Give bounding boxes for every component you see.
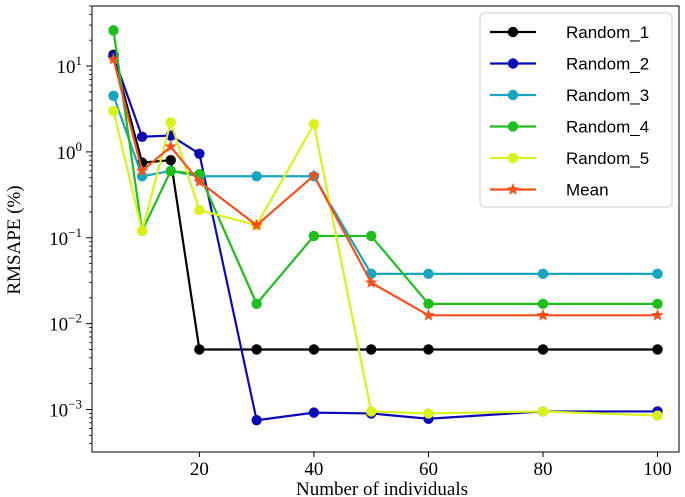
legend-label: Mean <box>566 181 609 200</box>
data-point <box>251 298 262 310</box>
data-point <box>308 119 320 130</box>
y-tick-label: 100 <box>57 139 83 164</box>
data-point <box>135 164 149 177</box>
legend-marker <box>507 89 519 101</box>
legend-item: Random_1 <box>490 23 649 42</box>
data-point <box>307 169 321 181</box>
data-point <box>251 344 262 355</box>
series-random-1 <box>108 49 663 355</box>
data-point <box>251 171 262 182</box>
x-tick-label: 40 <box>304 459 323 480</box>
data-point <box>422 308 435 321</box>
legend-label: Random_3 <box>566 86 649 105</box>
data-point <box>164 140 177 152</box>
data-point <box>308 407 320 418</box>
legend-box <box>479 12 673 208</box>
data-point <box>136 225 148 237</box>
data-point <box>194 148 205 160</box>
legend-item: Mean <box>490 181 609 200</box>
data-point <box>537 344 549 355</box>
legend-label: Random_4 <box>566 118 649 137</box>
x-tick-label: 100 <box>643 459 672 480</box>
data-point <box>652 344 663 355</box>
series-line <box>112 30 658 305</box>
y-tick-label: 101 <box>57 53 83 78</box>
legend-marker <box>507 121 519 132</box>
data-point <box>365 230 377 242</box>
series-line <box>112 58 658 317</box>
legend-marker <box>506 183 520 195</box>
axes-frame <box>91 5 680 453</box>
x-axis-title: Number of individuals <box>296 479 468 497</box>
data-point <box>537 406 549 417</box>
data-point <box>108 25 119 36</box>
data-point <box>365 406 377 417</box>
data-point <box>652 410 663 421</box>
data-point <box>194 204 205 216</box>
legend: Random_1 Random_2 Random_3 Random_4 Random_5… <box>479 12 673 208</box>
plot-area <box>107 25 664 426</box>
data-point <box>136 131 148 142</box>
legend-item: Random_4 <box>490 118 649 137</box>
legend-item: Random_5 <box>490 149 649 168</box>
data-point <box>308 230 320 242</box>
series-mean <box>107 52 664 321</box>
data-point <box>537 268 549 280</box>
legend-item: Random_2 <box>490 55 649 74</box>
data-point <box>165 117 176 128</box>
series-line <box>112 110 658 417</box>
x-tick-label: 80 <box>533 459 552 480</box>
y-tick-label: 10−1 <box>49 225 82 250</box>
legend-marker <box>507 152 519 164</box>
data-point <box>423 344 434 355</box>
data-point <box>107 52 120 65</box>
legend-label: Random_2 <box>566 55 649 74</box>
legend-marker <box>507 58 519 69</box>
data-point <box>194 344 205 355</box>
series-line <box>112 54 658 351</box>
data-point <box>651 308 664 321</box>
y-axis-title: RMSAPE (%) <box>4 185 25 294</box>
data-point <box>365 276 378 288</box>
data-point <box>652 298 663 310</box>
data-point <box>165 165 176 177</box>
x-tick-label: 20 <box>190 459 209 480</box>
data-point <box>365 344 377 355</box>
data-point <box>108 105 119 117</box>
data-point <box>193 175 206 187</box>
data-point <box>423 298 434 310</box>
data-point <box>423 408 434 419</box>
data-point <box>652 268 663 280</box>
data-point <box>251 415 262 426</box>
legend-item: Random_3 <box>490 86 649 105</box>
data-point <box>423 268 434 280</box>
y-tick-label: 10−2 <box>49 311 82 336</box>
series-line <box>112 55 658 422</box>
data-point <box>165 155 176 166</box>
data-point <box>308 344 320 355</box>
y-tick-label: 10−3 <box>49 397 82 422</box>
legend-label: Random_5 <box>566 149 649 168</box>
series-random-5 <box>108 105 663 421</box>
legend-marker <box>507 26 519 38</box>
legend-label: Random_1 <box>566 23 649 42</box>
data-point <box>108 90 119 102</box>
axes: 20 40 60 80 100 101 100 10−1 10−2 10−3 <box>49 5 680 480</box>
data-point <box>536 308 550 321</box>
data-point <box>250 218 263 231</box>
data-point <box>537 298 549 310</box>
x-tick-label: 60 <box>419 459 438 480</box>
